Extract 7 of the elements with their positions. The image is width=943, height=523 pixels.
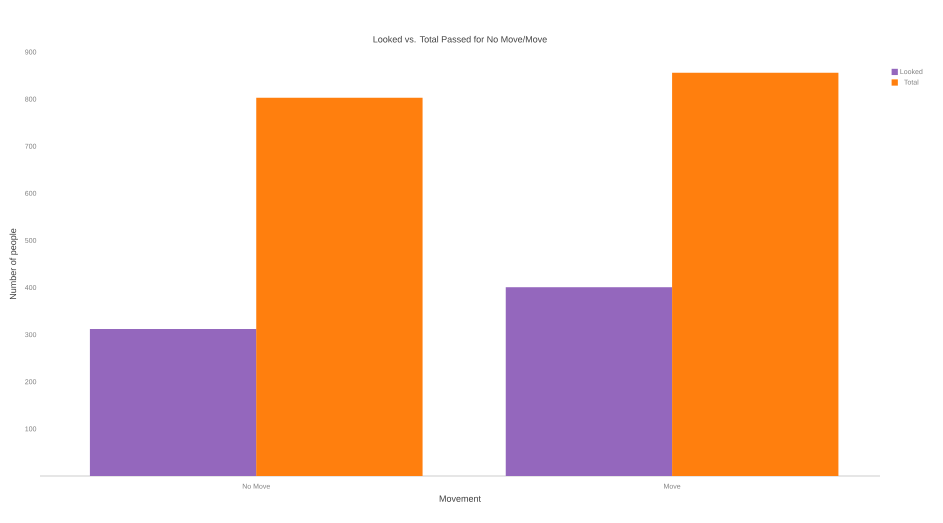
bar xyxy=(506,287,672,476)
y-axis-title: Number of people xyxy=(10,228,18,300)
x-axis-title: Movement xyxy=(440,496,481,502)
bar xyxy=(90,329,256,476)
bar xyxy=(256,98,423,476)
chart-title: Looked vs. Total Passed for No Move/Move xyxy=(374,36,547,42)
bar xyxy=(672,72,838,476)
